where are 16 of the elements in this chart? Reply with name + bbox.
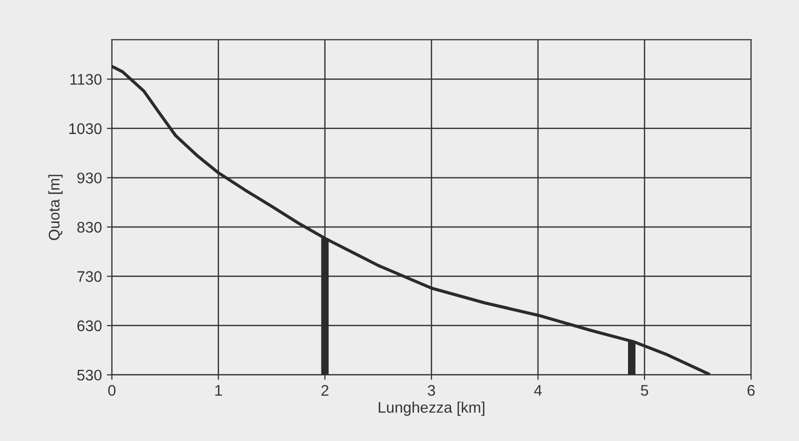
x-tick-label: 3	[428, 384, 436, 396]
y-tick-label: 830	[77, 222, 102, 233]
x-tick-label: 1	[215, 385, 222, 396]
y-axis-title: Quota [m]	[48, 174, 63, 240]
x-tick-label: 2	[321, 384, 328, 396]
x-tick-label: 6	[748, 384, 755, 396]
y-tick-label: 730	[77, 271, 102, 282]
y-tick-label: 930	[77, 172, 102, 184]
y-tick-label: 1030	[69, 123, 102, 134]
y-tick-label: 1130	[70, 74, 102, 85]
y-tick-label: 630	[77, 320, 102, 332]
x-axis-title: Lunghezza [km]	[378, 402, 484, 416]
x-tick-label: 5	[640, 385, 648, 396]
x-tick-label: 4	[534, 385, 542, 396]
y-tick-label: 530	[77, 370, 102, 381]
x-tick-label: 0	[108, 384, 116, 396]
